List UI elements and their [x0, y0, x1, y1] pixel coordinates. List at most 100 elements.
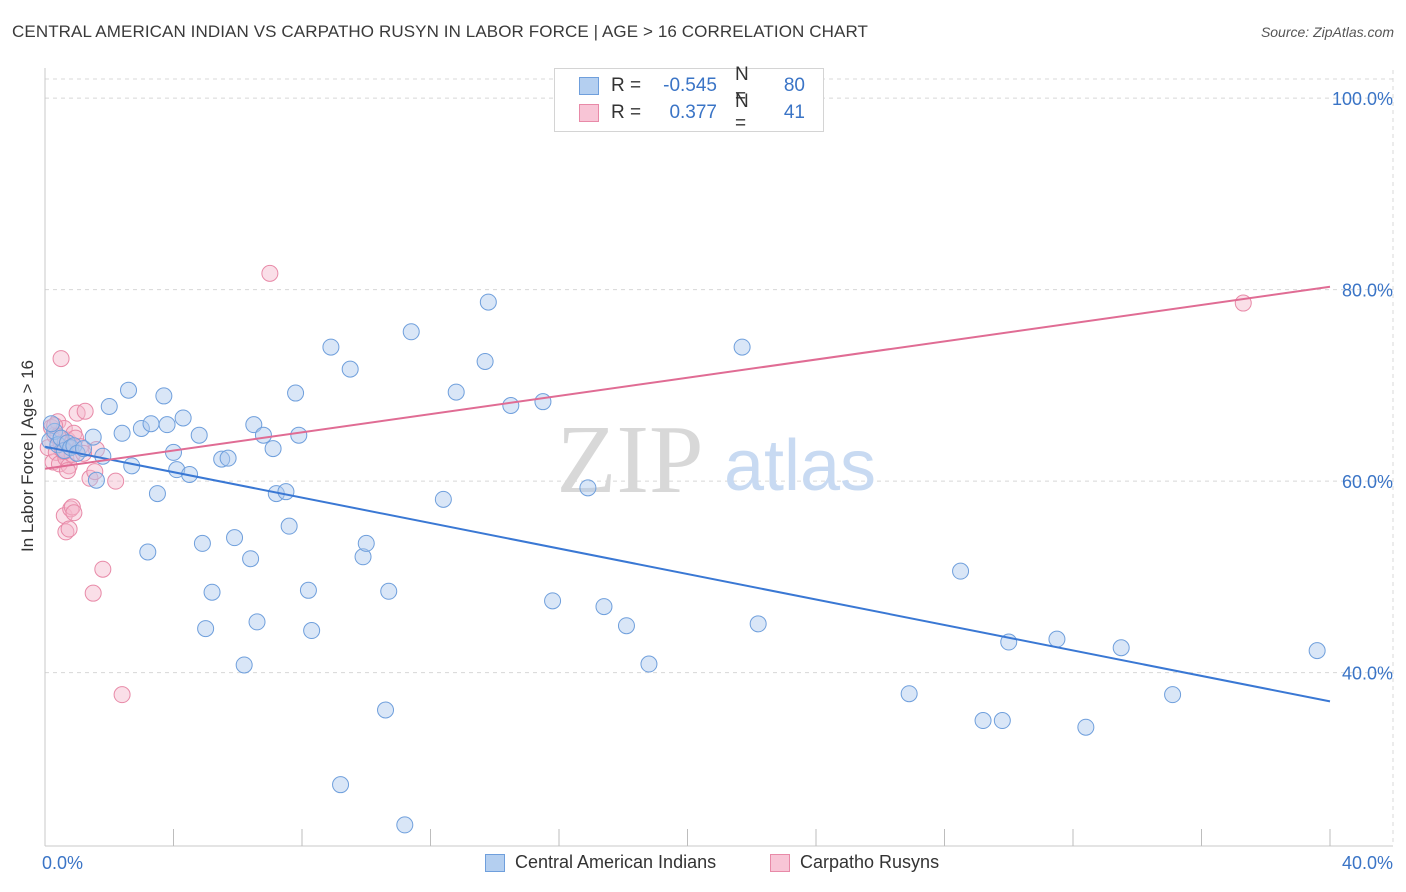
n-value: 41 — [783, 102, 805, 123]
central-american-indian-point — [303, 622, 321, 640]
central-american-indian-point — [148, 485, 166, 503]
legend-row-pink: R = 0.377 N = 41 — [579, 91, 805, 134]
r-label: R = — [611, 102, 642, 123]
source-label: Source: ZipAtlas.com — [1260, 24, 1394, 40]
correlation-legend: R = -0.545 N = 80 R = 0.377 N = 41 — [554, 64, 824, 134]
central-american-indian-point — [332, 776, 350, 794]
central-american-indian-point — [341, 360, 359, 378]
central-american-indian-point — [113, 424, 131, 442]
central-american-indian-point — [733, 338, 751, 356]
central-american-indian-point — [640, 655, 658, 673]
central-american-indian-point — [84, 428, 102, 446]
blue-swatch-icon — [579, 77, 599, 95]
central-american-indian-point — [396, 816, 414, 834]
legend-label: Carpatho Rusyns — [800, 852, 940, 872]
y-tick-label: 40.0% — [1342, 664, 1393, 684]
central-american-indian-point — [139, 543, 157, 561]
n-label: N = — [735, 91, 749, 134]
central-american-indian-point — [158, 416, 176, 434]
central-american-indian-point — [447, 383, 465, 401]
central-american-indian-point — [900, 685, 918, 703]
central-american-indian-point — [165, 443, 182, 461]
y-tick-label: 80.0% — [1342, 281, 1393, 301]
central-american-indian-point — [87, 471, 105, 489]
central-american-indian-point — [377, 701, 395, 719]
carpatho-rusyn-point — [113, 686, 131, 704]
central-american-indian-point — [1112, 639, 1130, 657]
axes — [44, 68, 1393, 847]
central-american-indian-point — [1308, 642, 1326, 660]
central-american-indian-point — [1077, 718, 1095, 736]
central-american-indian-point — [132, 419, 150, 437]
bottom-legend-item-blue: Central American Indians — [485, 852, 716, 873]
central-american-indian-point — [213, 450, 231, 468]
carpatho-rusyn-point — [86, 463, 104, 481]
x-tick-label: 0.0% — [42, 853, 83, 873]
n-value: 80 — [783, 75, 805, 96]
central-american-indian-point — [100, 397, 118, 415]
central-american-indian-point — [155, 387, 173, 405]
central-american-indian-points — [41, 293, 1326, 834]
pink-trend-line — [44, 285, 1331, 470]
central-american-indian-point — [193, 534, 211, 552]
central-american-indian-point — [402, 323, 420, 341]
carpatho-rusyn-point — [60, 520, 78, 538]
carpatho-rusyn-point — [94, 560, 112, 578]
carpatho-rusyn-point — [52, 350, 70, 368]
central-american-indian-point — [203, 583, 221, 601]
watermark-atlas: atlas — [724, 426, 876, 506]
central-american-indian-point — [357, 534, 375, 552]
bottom-legend-item-pink: Carpatho Rusyns — [770, 852, 939, 873]
central-american-indian-point — [299, 581, 317, 599]
watermark-zip: ZIP — [557, 406, 704, 514]
central-american-indian-point — [41, 432, 59, 450]
carpatho-rusyn-point — [65, 504, 83, 522]
carpatho-rusyn-point — [76, 402, 94, 420]
central-american-indian-point — [174, 409, 192, 427]
central-american-indian-point — [476, 352, 494, 370]
central-american-indian-point — [952, 562, 970, 580]
y-axis-label: In Labor Force | Age > 16 — [18, 360, 37, 552]
tick-labels: 40.0% 60.0% 80.0% 100.0% 0.0% 40.0% — [42, 89, 1393, 873]
central-american-indian-point — [974, 712, 992, 730]
central-american-indian-point — [277, 483, 295, 501]
central-american-indian-point — [544, 592, 562, 610]
central-american-indian-point — [42, 415, 60, 433]
central-american-indian-point — [534, 393, 552, 411]
central-american-indian-point — [290, 426, 308, 444]
carpatho-rusyn-point — [57, 523, 75, 541]
carpatho-rusyn-point — [63, 498, 81, 516]
y-tick-label: 100.0% — [1332, 89, 1393, 109]
blue-trend-line — [44, 445, 1331, 703]
central-american-indian-point — [502, 397, 520, 415]
carpatho-rusyn-point — [84, 584, 102, 602]
central-american-indian-point — [190, 426, 208, 444]
central-american-indian-point — [242, 550, 260, 568]
carpatho-rusyn-point — [261, 264, 279, 282]
legend-row-blue: R = -0.545 N = 80 — [579, 64, 805, 107]
central-american-indian-point — [1048, 630, 1066, 648]
pink-swatch-icon — [579, 104, 599, 122]
central-american-indian-point — [617, 617, 635, 635]
legend-label: Central American Indians — [515, 852, 717, 872]
carpatho-rusyn-point — [107, 472, 125, 490]
central-american-indian-point — [226, 529, 244, 547]
central-american-indian-point — [120, 381, 138, 399]
r-label: R = — [611, 75, 642, 96]
central-american-indian-point — [380, 582, 398, 600]
central-american-indian-point — [248, 613, 266, 631]
y-tick-label: 60.0% — [1342, 472, 1393, 492]
central-american-indian-point — [264, 440, 282, 458]
watermark: ZIP atlas — [557, 406, 877, 514]
central-american-indian-point — [280, 517, 298, 535]
central-american-indian-point — [219, 449, 237, 467]
central-american-indian-point — [354, 548, 372, 566]
central-american-indian-point — [287, 384, 305, 402]
central-american-indian-point — [579, 479, 597, 497]
pink-swatch-icon — [770, 853, 790, 872]
r-value: -0.545 — [663, 75, 717, 96]
central-american-indian-point — [197, 620, 215, 638]
chart-title: CENTRAL AMERICAN INDIAN VS CARPATHO RUSY… — [12, 22, 868, 41]
x-tick-label: 40.0% — [1342, 853, 1393, 873]
